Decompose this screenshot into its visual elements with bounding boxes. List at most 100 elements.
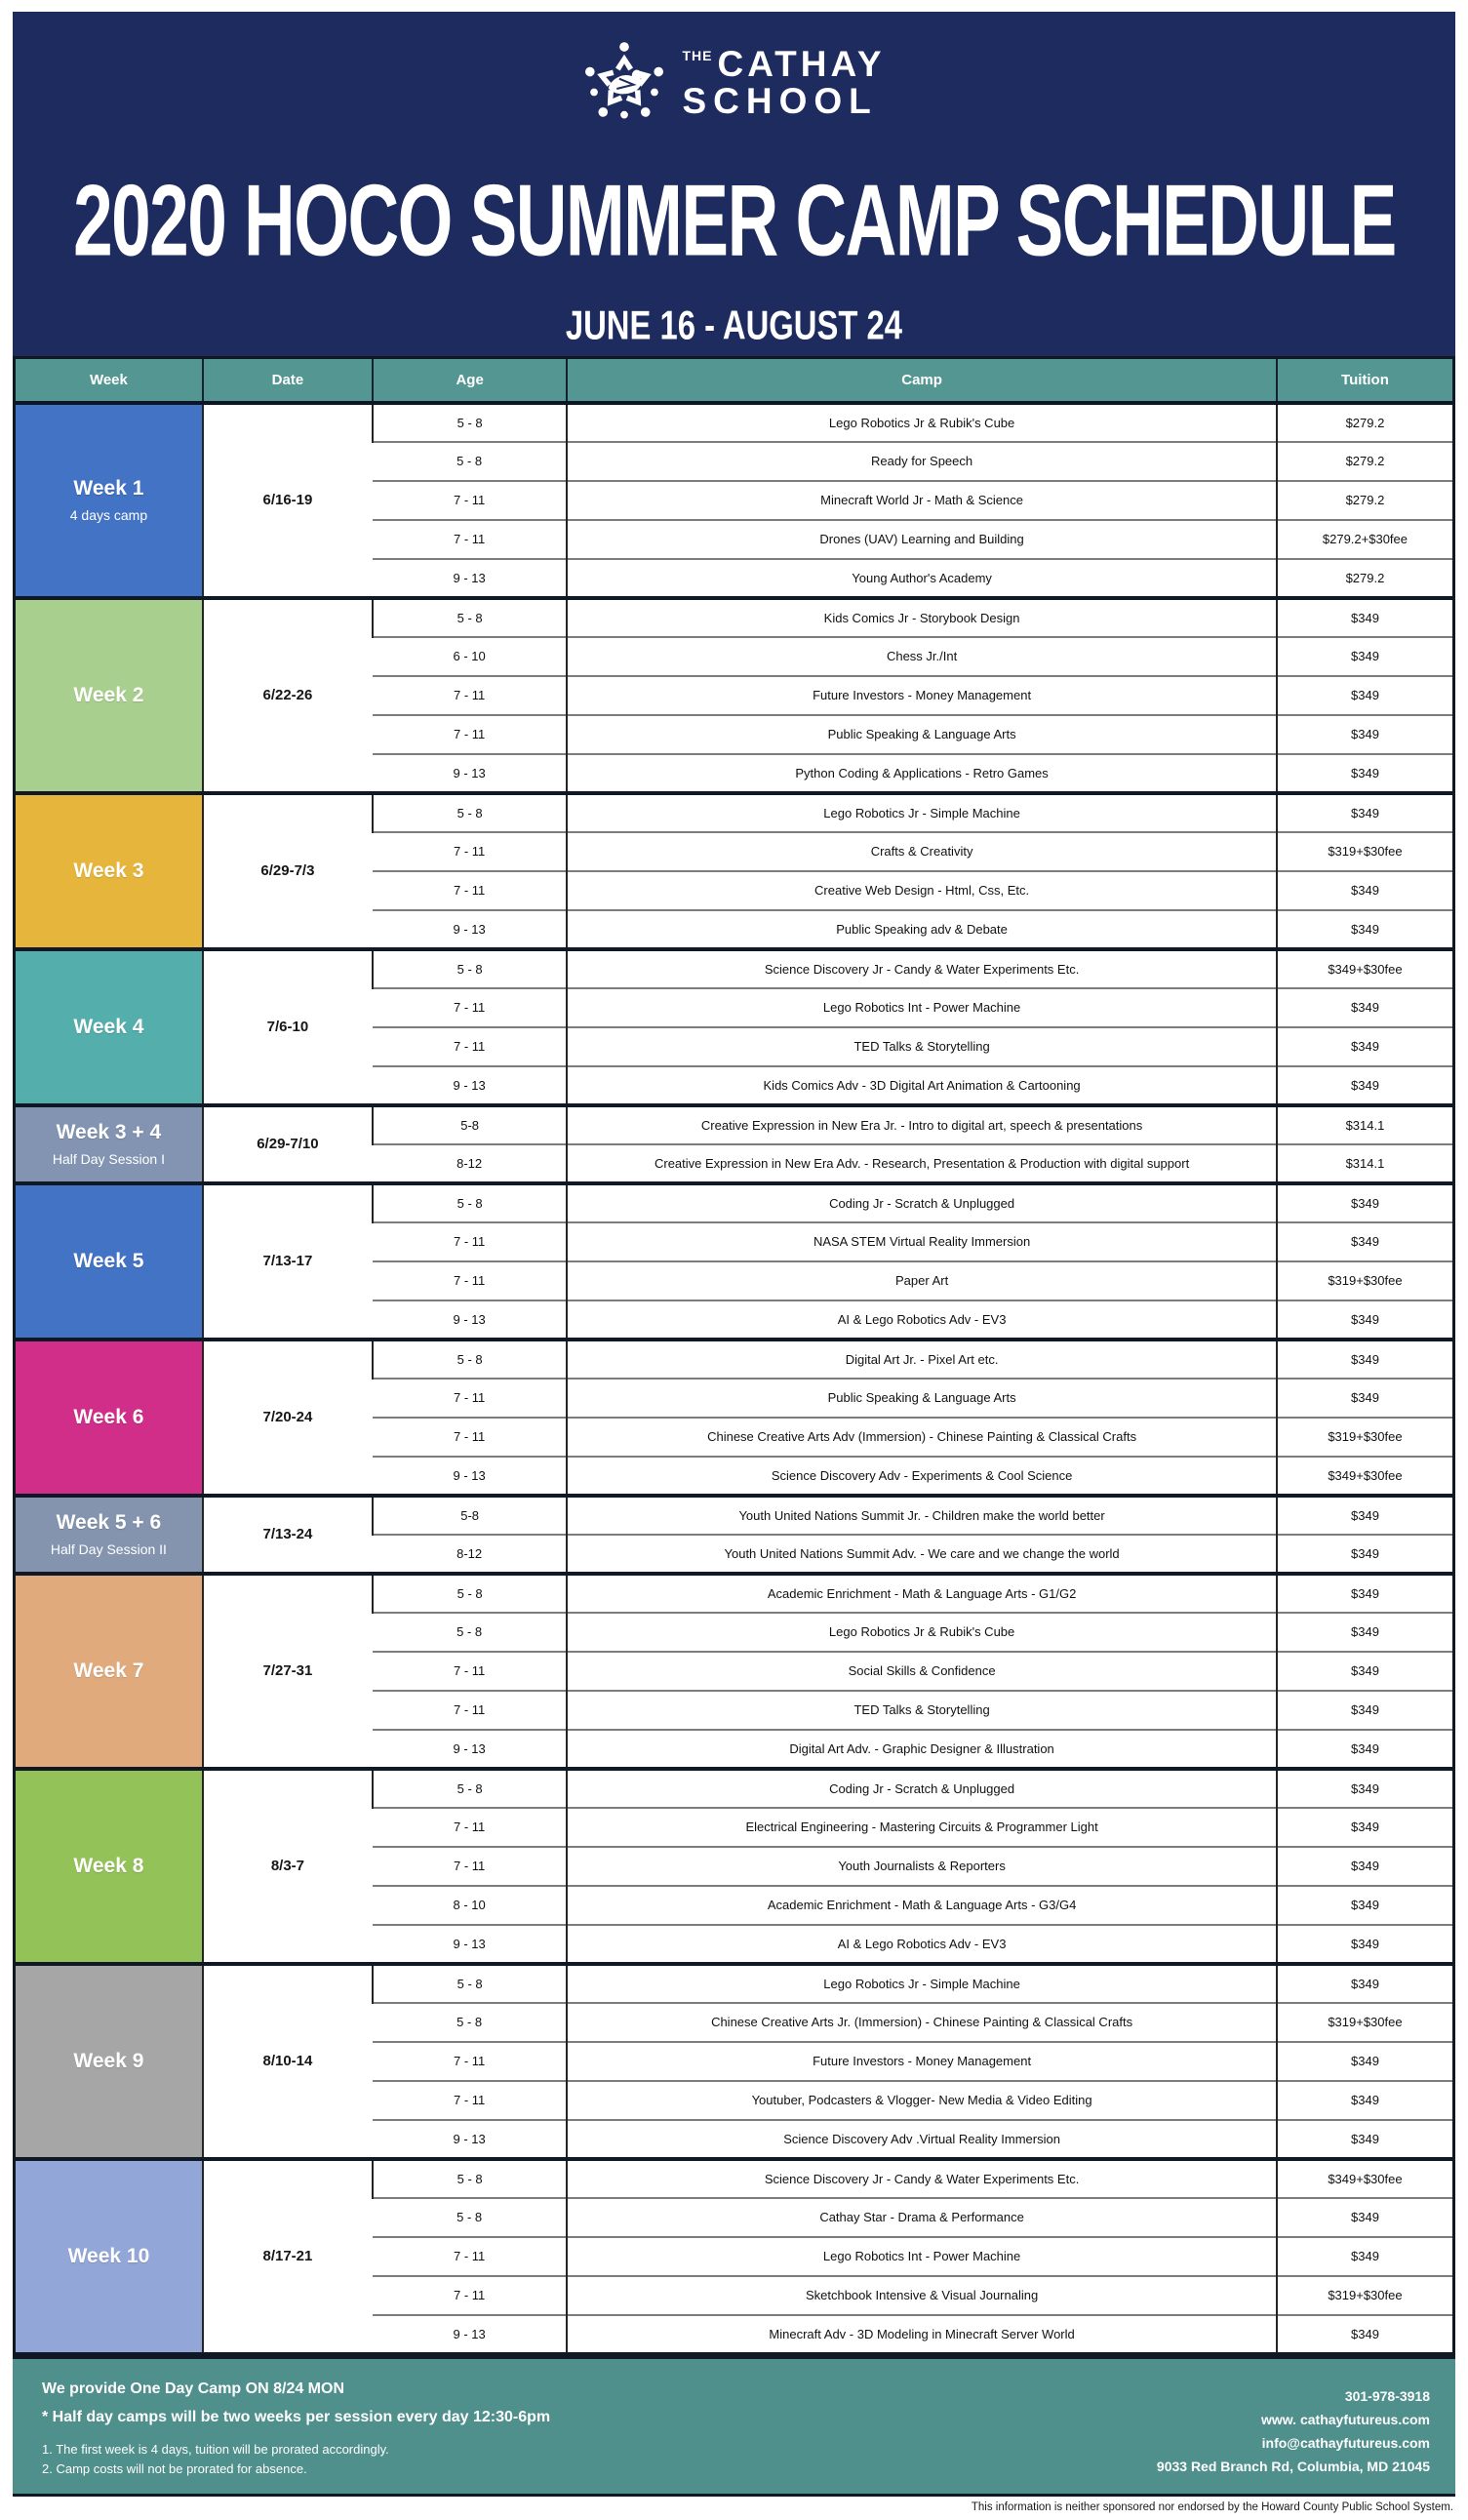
schedule-row: 8-12 Creative Expression in New Era Adv. …: [15, 1142, 1454, 1183]
tuition-cell: $319+$30fee: [1275, 1416, 1454, 1457]
schedule-row: Week 5 7/13-17 5 - 8 Coding Jr - Scratch & …: [14, 1180, 1454, 1340]
tuition-cell: $314.1: [1275, 1102, 1454, 1144]
camp-cell: Sketchbook Intensive & Visual Journaling: [566, 2274, 1277, 2315]
schedule-row: 9 - 13 Digital Art Adv. - Graphic Designe…: [15, 1728, 1454, 1769]
tuition-cell: $349: [1275, 713, 1454, 754]
schedule-row: 7 - 11 Youth Journalists & Reporters $349: [15, 1845, 1454, 1886]
camp-cell: Lego Robotics Int - Power Machine: [566, 986, 1277, 1027]
camp-cell: Science Discovery Jr - Candy & Water Exp…: [566, 946, 1277, 988]
tuition-cell: $349: [1275, 986, 1454, 1027]
camp-cell: Lego Robotics Jr - Simple Machine: [566, 790, 1277, 832]
age-cell: 5-8: [371, 1493, 568, 1535]
age-cell: 6 - 10: [373, 635, 568, 676]
age-cell: 7 - 11: [373, 1025, 568, 1066]
page-title: 2020 HOCO SUMMER CAMP SCHEDULE: [72, 164, 1397, 278]
tuition-cell: $349: [1275, 1806, 1454, 1847]
age-cell: 9 - 13: [373, 2313, 568, 2354]
schedule-row: 8-12 Youth United Nations Summit Adv. - W…: [15, 1533, 1454, 1574]
camp-cell: Science Discovery Adv .Virtual Reality I…: [566, 2118, 1277, 2159]
tuition-cell: $349: [1275, 908, 1454, 949]
age-cell: 5 - 8: [371, 595, 568, 637]
age-cell: 5 - 8: [371, 1337, 568, 1379]
week-cell: Week 4: [14, 946, 203, 1105]
age-cell: 5 - 8: [371, 1571, 568, 1613]
camp-cell: Lego Robotics Jr & Rubik's Cube: [566, 1611, 1277, 1652]
camp-schedule-table: Week Date Age Camp Tuition Week 1 4 days camp…: [13, 356, 1455, 2355]
date-cell: 6/22-26: [201, 595, 373, 793]
date-cell: 6/29-7/10: [201, 1102, 373, 1183]
schedule-row: Week 3 6/29-7/3 5 - 8 Lego Robotics Jr - Si…: [14, 790, 1454, 949]
schedule-row: 7 - 11 Drones (UAV) Learning and Building…: [15, 518, 1454, 559]
camp-cell: Science Discovery Adv - Experiments & Co…: [566, 1455, 1277, 1496]
schedule-row: 5 - 8 Chinese Creative Arts Jr. (Immersio…: [15, 2001, 1454, 2042]
camp-cell: TED Talks & Storytelling: [566, 1025, 1277, 1066]
camp-cell: TED Talks & Storytelling: [566, 1689, 1277, 1730]
col-header-week: Week: [14, 357, 203, 405]
camp-cell: Future Investors - Money Management: [566, 674, 1277, 715]
age-cell: 7 - 11: [373, 986, 568, 1027]
week-cell: Week 8: [14, 1766, 203, 1964]
date-range-subtitle: JUNE 16 - AUGUST 24: [565, 302, 903, 349]
age-cell: 5 - 8: [373, 440, 568, 481]
schedule-row: 5 - 8 Cathay Star - Drama & Performance $3…: [15, 2196, 1454, 2237]
col-header-tuition: Tuition: [1275, 357, 1454, 405]
tuition-cell: $349: [1275, 1611, 1454, 1652]
age-cell: 8-12: [373, 1142, 568, 1183]
age-cell: 5 - 8: [371, 2156, 568, 2198]
camp-cell: Chinese Creative Arts Adv (Immersion) - …: [566, 1416, 1277, 1457]
week-cell: Week 9: [14, 1961, 203, 2159]
tuition-cell: $349: [1275, 1337, 1454, 1379]
tuition-cell: $349: [1275, 2235, 1454, 2276]
date-cell: 7/20-24: [201, 1337, 373, 1496]
schedule-row: 7 - 11 Creative Web Design - Html, Css, E…: [15, 869, 1454, 910]
camp-cell: Kids Comics Adv - 3D Digital Art Animati…: [566, 1064, 1277, 1105]
camp-cell: Science Discovery Jr - Candy & Water Exp…: [566, 2156, 1277, 2198]
tuition-cell: $349: [1275, 635, 1454, 676]
schedule-row: 9 - 13 Science Discovery Adv - Experiment…: [15, 1455, 1454, 1496]
tuition-cell: $279.2: [1275, 479, 1454, 520]
week-cell: Week 7: [14, 1571, 203, 1769]
camp-cell: Lego Robotics Jr & Rubik's Cube: [566, 400, 1277, 442]
contact-line: info@cathayfutureus.com: [1261, 2435, 1430, 2451]
schedule-row: 7 - 11 Chinese Creative Arts Adv (Immersi…: [15, 1416, 1454, 1457]
tuition-cell: $349: [1275, 2313, 1454, 2354]
age-cell: 5 - 8: [371, 1766, 568, 1808]
age-cell: 7 - 11: [373, 2079, 568, 2120]
schedule-row: 7 - 11 Public Speaking & Language Arts $34…: [15, 713, 1454, 754]
schedule-row: 7 - 11 TED Talks & Storytelling $349: [15, 1689, 1454, 1730]
date-cell: 7/27-31: [201, 1571, 373, 1769]
week-cell: Week 3: [14, 790, 203, 949]
camp-cell: Paper Art: [566, 1260, 1277, 1300]
schedule-row: 7 - 11 Future Investors - Money Managemen…: [15, 674, 1454, 715]
col-header-date: Date: [201, 357, 373, 405]
age-cell: 5 - 8: [371, 1180, 568, 1222]
schedule-row: Week 5 + 6 Half Day Session II 7/13-24 5-8 Y…: [14, 1493, 1454, 1574]
tuition-cell: $349: [1275, 1961, 1454, 2003]
camp-cell: Creative Expression in New Era Jr. - Int…: [566, 1102, 1277, 1144]
age-cell: 9 - 13: [373, 1923, 568, 1964]
hero-banner: THE CATHAY SCHOOL 2020 HOCO SUMMER CAMP …: [13, 12, 1455, 356]
age-cell: 5 - 8: [371, 946, 568, 988]
age-cell: 7 - 11: [373, 2235, 568, 2276]
camp-cell: Lego Robotics Int - Power Machine: [566, 2235, 1277, 2276]
age-cell: 9 - 13: [373, 1728, 568, 1769]
camp-cell: AI & Lego Robotics Adv - EV3: [566, 1923, 1277, 1964]
schedule-row: Week 6 7/20-24 5 - 8 Digital Art Jr. - Pixe…: [14, 1337, 1454, 1496]
tuition-cell: $349: [1275, 674, 1454, 715]
schedule-row: 9 - 13 Python Coding & Applications - Ret…: [15, 752, 1454, 793]
camp-cell: Young Author's Academy: [566, 557, 1277, 598]
schedule-row: Week 9 8/10-14 5 - 8 Lego Robotics Jr - Sim…: [14, 1961, 1454, 2159]
disclaimer-text: This information is neither sponsored no…: [971, 2501, 1453, 2513]
tuition-cell: $349: [1275, 1299, 1454, 1340]
camp-cell: Lego Robotics Jr - Simple Machine: [566, 1961, 1277, 2003]
tuition-cell: $349: [1275, 1064, 1454, 1105]
col-header-age: Age: [371, 357, 568, 405]
schedule-row: 5 - 8 Ready for Speech $279.2: [15, 440, 1454, 481]
age-cell: 5 - 8: [373, 2001, 568, 2042]
week-label: Week 5 + 6: [56, 1511, 162, 1534]
schedule-row: 8 - 10 Academic Enrichment - Math & Langu…: [15, 1884, 1454, 1925]
tuition-cell: $349: [1275, 790, 1454, 832]
tuition-cell: $279.2: [1275, 440, 1454, 481]
week-label: Week 8: [73, 1854, 144, 1877]
